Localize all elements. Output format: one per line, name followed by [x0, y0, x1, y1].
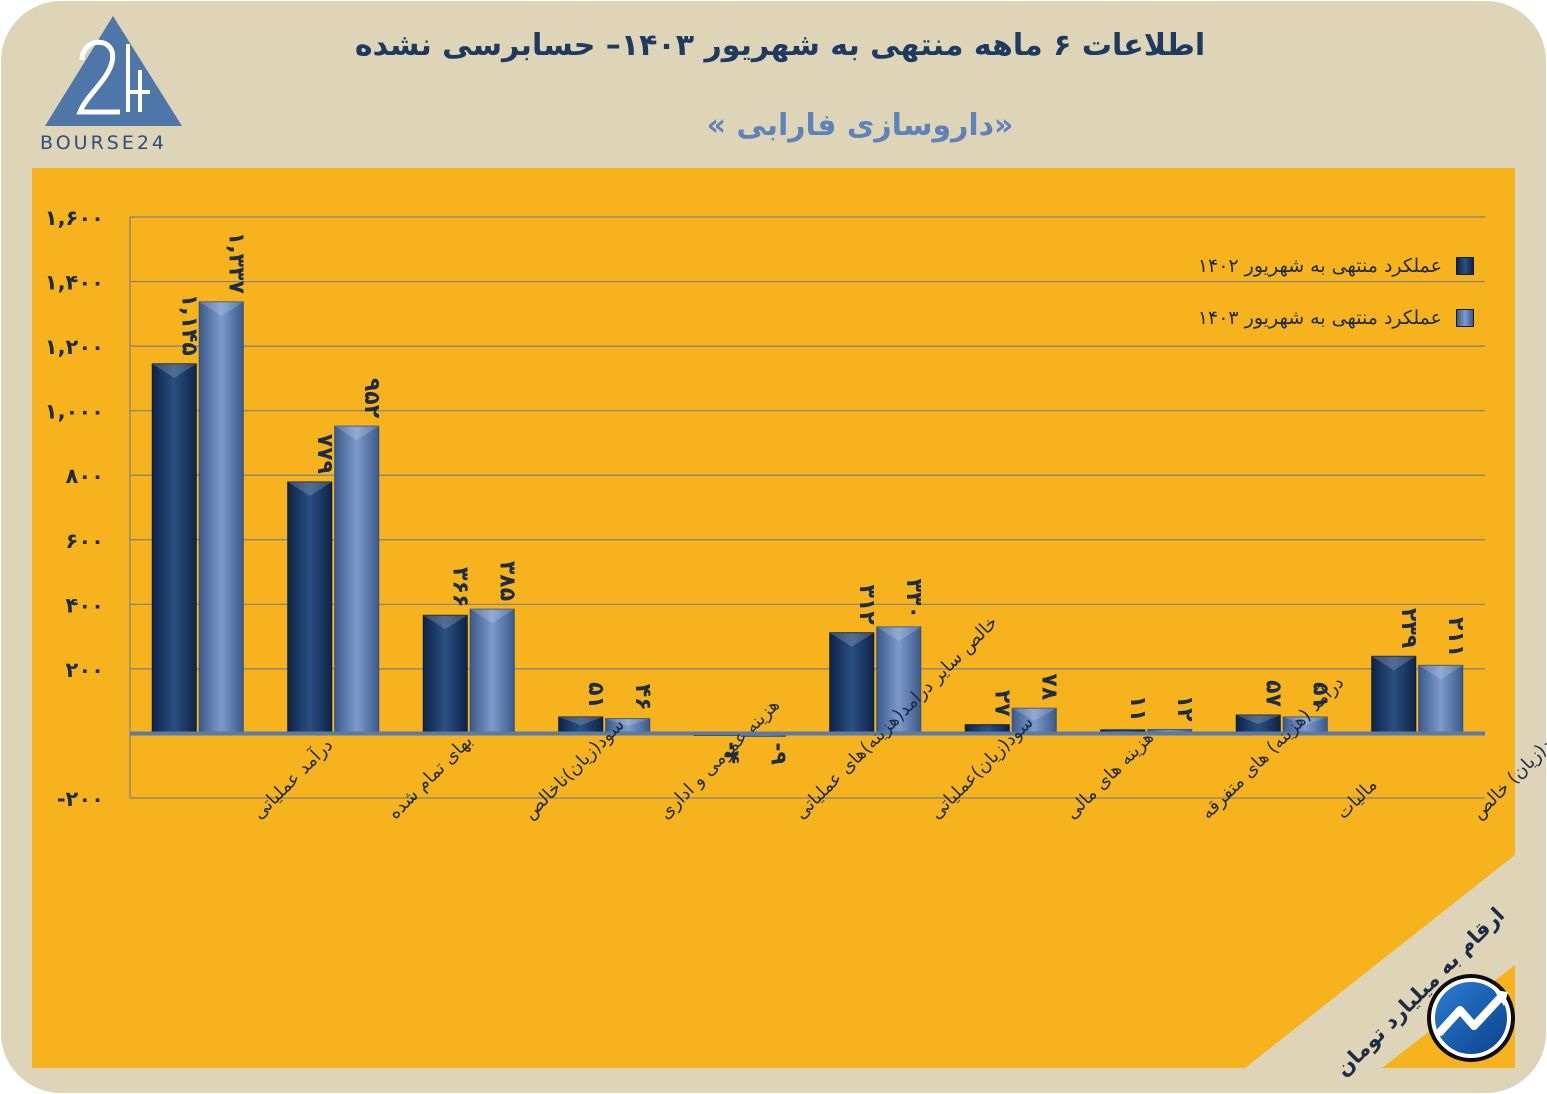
bar-1402 — [1371, 655, 1417, 734]
bar-value-label: ۳۶۶ — [447, 567, 472, 607]
bar-value-label: ۷۸ — [1036, 673, 1061, 700]
bar-1403 — [876, 626, 922, 734]
bar-1403 — [198, 301, 244, 734]
bar-1402 — [151, 363, 197, 734]
bar-value-label: ۳۱۲ — [854, 584, 879, 625]
y-tick-label: ۶۰۰ — [66, 529, 104, 553]
y-tick-label: ۱,۰۰۰ — [45, 400, 104, 424]
y-tick-label: ۲۰۰ — [66, 658, 104, 682]
bar-1403 — [1418, 664, 1464, 734]
bar-bevel — [1371, 656, 1416, 671]
bar-bevel — [1236, 715, 1281, 725]
bar-bevel — [558, 716, 603, 726]
legend-swatch-1402 — [1456, 257, 1474, 275]
bar-value-label: ۱۲ — [1172, 695, 1197, 722]
bar-bevel — [1283, 716, 1328, 726]
y-tick-label: ۱,۲۰۰ — [45, 335, 104, 359]
bar-value-label: ۲۷ — [989, 690, 1014, 717]
bar-value-label: -۹ — [765, 742, 790, 765]
bar-bevel — [829, 632, 874, 647]
bar-value-label: ۳۸۵ — [494, 561, 519, 601]
bar-bevel — [423, 615, 468, 630]
bar-1403 — [334, 425, 380, 734]
bar-1402 — [422, 614, 468, 734]
legend-item-1402: عملکرد منتهی به شهریور ۱۴۰۲ — [1150, 240, 1480, 292]
page-subtitle: «داروسازی فارابی » — [706, 108, 1014, 143]
bar-bevel — [876, 626, 921, 641]
page-title: اطلاعات ۶ ماهه منتهی به شهریور ۱۴۰۳– حسا… — [354, 28, 1206, 63]
bar-bevel — [1012, 708, 1057, 721]
bar-bevel — [152, 363, 197, 378]
y-axis-ticks: -۲۰۰ ۲۰۰ ۴۰۰ ۶۰۰ ۸۰۰ ۱,۰۰۰ ۱,۲۰۰ ۱,۴۰۰ ۱,۶۰۰ — [45, 206, 104, 811]
bar-value-label: ۱۱ — [1125, 695, 1150, 722]
bar-value-label: ۲۳۹ — [1396, 608, 1421, 648]
legend-label-1402: عملکرد منتهی به شهریور ۱۴۰۲ — [1197, 255, 1442, 277]
bar-value-label: ۵۱ — [583, 682, 608, 709]
bar-bevel — [605, 718, 650, 727]
bar-1403 — [1011, 707, 1057, 734]
bar-1403 — [469, 608, 515, 734]
bar-bevel — [470, 609, 515, 624]
bar-value-label: ۵۷ — [1260, 680, 1285, 707]
y-tick-label: -۲۰۰ — [57, 787, 104, 811]
bar-value-label: -۴ — [718, 741, 743, 764]
y-tick-label: ۸۰۰ — [66, 464, 104, 488]
y-tick-label: ۱,۴۰۰ — [45, 271, 104, 295]
legend-swatch-1403 — [1456, 309, 1474, 327]
bar-value-label: ۹۵۲ — [359, 378, 384, 419]
legend-label-1403: عملکرد منتهی به شهریور ۱۴۰۳ — [1197, 307, 1442, 329]
logo-text: BOURSE24 — [40, 132, 168, 154]
y-tick-label: ۱,۶۰۰ — [45, 206, 104, 230]
bar-value-label: ۵۱ — [1307, 682, 1332, 709]
bar-value-label: ۳۳۰ — [901, 579, 926, 619]
bar-bevel — [287, 482, 332, 497]
bar-bevel — [334, 426, 379, 441]
bar-bevel — [1418, 665, 1463, 680]
value-labels: ۱,۱۴۵ ۱,۳۳۷ ۷۷۹ ۹۵۲ ۳۶۶ ۳۸۵ ۵۱ ۴۶ -۴ -۹ ۳۱۲ ۳۳۰ ۲۷ ۷۸… — [176, 232, 1468, 765]
bar-1402 — [829, 632, 875, 734]
bar-bevel — [199, 301, 244, 316]
bar-value-label: ۷۷۹ — [312, 434, 337, 474]
bar-value-label: ۴۶ — [630, 684, 655, 711]
bar-1402 — [287, 481, 333, 734]
bar-value-label: ۱,۳۳۷ — [223, 232, 248, 295]
bars — [151, 301, 1464, 737]
bourse24-logo-icon — [45, 16, 182, 126]
legend: عملکرد منتهی به شهریور ۱۴۰۲ عملکرد منتهی… — [1150, 240, 1480, 344]
bar-value-label: ۲۱۱ — [1443, 617, 1468, 657]
legend-item-1403: عملکرد منتهی به شهریور ۱۴۰۳ — [1150, 292, 1480, 344]
y-tick-label: ۴۰۰ — [66, 593, 104, 617]
chart-panel — [32, 168, 1515, 1068]
trend-badge-icon — [1427, 974, 1515, 1062]
bar-value-label: ۱,۱۴۵ — [176, 294, 201, 356]
